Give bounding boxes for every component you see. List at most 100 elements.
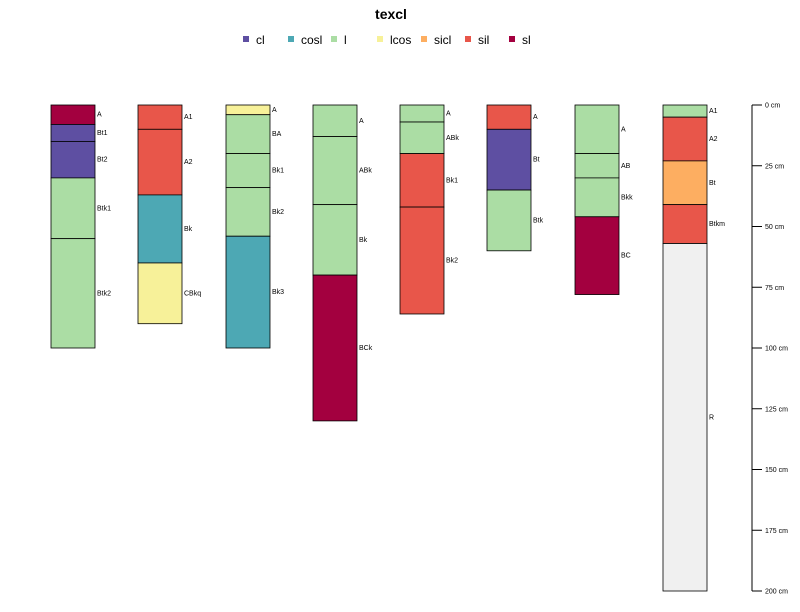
profile-3: A BA Bk1 Bk2 Bk3	[225, 104, 284, 349]
horizon-label: BC	[621, 253, 631, 260]
horizon-label: Bk1	[446, 177, 458, 184]
horizon-label: A1	[709, 108, 718, 115]
horizon-label: A	[446, 111, 451, 118]
horizon-label: Bk2	[272, 209, 284, 216]
horizon-2-A2	[137, 128, 183, 196]
horizon-label: ABk	[359, 168, 372, 175]
horizon-7-AB	[574, 153, 620, 179]
legend-label-sicl: sicl	[434, 33, 451, 47]
horizon-label: A	[272, 107, 277, 114]
horizon-label: A	[359, 118, 364, 125]
horizon-label: A1	[184, 114, 193, 121]
profile-7: A AB Bkk BC	[574, 104, 633, 295]
legend-swatch-lcos	[377, 36, 383, 42]
horizon-2-A1	[137, 104, 183, 130]
legend-label-cl: cl	[256, 33, 265, 47]
horizon-label: BA	[272, 131, 282, 138]
legend-swatch-sl	[509, 36, 515, 42]
depth-tick-label: 150 cm	[765, 467, 788, 474]
horizon-label: A2	[709, 136, 718, 143]
horizon-8-A2	[662, 116, 708, 162]
legend: cl cosl l lcos sicl sil sl	[243, 33, 531, 47]
profiles: ABt1Bt2Btk1Btk2A1A2BkCBkqABABk1Bk2Bk3AAB…	[50, 104, 725, 592]
horizon-label: Bk1	[272, 168, 284, 175]
horizon-4-Bk	[312, 204, 358, 276]
horizon-1-Btk1	[50, 177, 96, 240]
horizon-label: A	[97, 112, 102, 119]
depth-tick-label: 175 cm	[765, 528, 788, 535]
horizon-1-A	[50, 104, 96, 125]
legend-label-cosl: cosl	[301, 33, 322, 47]
horizon-label: Btk2	[97, 290, 111, 297]
horizon-8-R	[662, 243, 708, 592]
horizon-3-Bk1	[225, 153, 271, 189]
horizon-3-A	[225, 104, 271, 116]
horizon-6-Btk	[486, 189, 532, 252]
horizon-label: Bk	[359, 237, 368, 244]
horizon-7-Bkk	[574, 177, 620, 218]
depth-tick-label: 100 cm	[765, 346, 788, 353]
horizon-label: Btkm	[709, 221, 725, 228]
horizon-label: Bkk	[621, 194, 633, 201]
chart-title: texcl	[375, 6, 407, 22]
horizon-label: Btk	[533, 217, 544, 224]
horizon-8-Btkm	[662, 204, 708, 244]
horizon-3-Bk2	[225, 187, 271, 237]
horizon-3-Bk3	[225, 235, 271, 349]
depth-tick-label: 0 cm	[765, 103, 780, 110]
depth-tick-label: 200 cm	[765, 589, 788, 596]
horizon-5-ABk	[399, 121, 445, 155]
horizon-label: AB	[621, 163, 631, 170]
depth-tick-label: 75 cm	[765, 285, 784, 292]
profile-6: A Bt Btk	[486, 104, 544, 252]
horizon-label: A	[533, 114, 538, 121]
horizon-5-Bk1	[399, 153, 445, 208]
depth-axis: 0 cm 25 cm 50 cm 75 cm 100 cm 125 cm 150 cm 175…	[751, 103, 788, 596]
legend-swatch-cosl	[288, 36, 294, 42]
depth-tick-label: 25 cm	[765, 163, 784, 170]
horizon-label: Bt2	[97, 157, 108, 164]
profile-2: A1 A2 Bk CBkq	[137, 104, 201, 325]
legend-swatch-l	[331, 36, 337, 42]
profile-1: A Bt1 Bt2 Btk1 Btk2	[50, 104, 111, 349]
horizon-label: R	[709, 414, 714, 421]
horizon-label: ABk	[446, 135, 459, 142]
horizon-3-BA	[225, 114, 271, 155]
legend-label-l: l	[344, 33, 347, 47]
horizon-1-Btk2	[50, 238, 96, 349]
horizon-label: Bk2	[446, 258, 458, 265]
legend-label-sil: sil	[478, 33, 489, 47]
horizon-2-Bk	[137, 194, 183, 264]
horizon-label: BCk	[359, 345, 373, 352]
horizon-6-Bt	[486, 128, 532, 191]
profile-5: A ABk Bk1 Bk2	[399, 104, 459, 315]
depth-tick-label: 50 cm	[765, 224, 784, 231]
horizon-label: Btk1	[97, 205, 111, 212]
horizon-label: Bt	[533, 157, 540, 164]
legend-swatch-cl	[243, 36, 249, 42]
horizon-6-A	[486, 104, 532, 130]
horizon-label: Bk3	[272, 289, 284, 296]
legend-label-lcos: lcos	[390, 33, 411, 47]
horizon-4-ABk	[312, 136, 358, 206]
legend-swatch-sicl	[421, 36, 427, 42]
horizon-label: Bt	[709, 180, 716, 187]
depth-tick-label: 125 cm	[765, 406, 788, 413]
horizon-4-BCk	[312, 274, 358, 422]
horizon-label: A	[621, 126, 626, 133]
horizon-1-Bt2	[50, 141, 96, 179]
horizon-4-A	[312, 104, 358, 137]
horizon-label: A2	[184, 159, 193, 166]
horizon-7-BC	[574, 216, 620, 295]
horizon-1-Bt1	[50, 124, 96, 142]
legend-label-sl: sl	[522, 33, 531, 47]
profile-4: A ABk Bk BCk	[312, 104, 373, 422]
horizon-label: CBkq	[184, 290, 201, 297]
horizon-7-A	[574, 104, 620, 154]
horizon-label: Bk	[184, 226, 193, 233]
horizon-8-A1	[662, 104, 708, 118]
horizon-label: Bt1	[97, 130, 108, 137]
horizon-5-A	[399, 104, 445, 123]
